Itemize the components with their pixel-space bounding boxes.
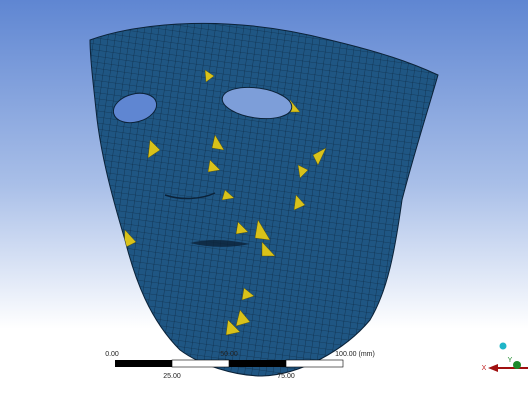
scale-label: 25.00: [163, 373, 181, 380]
scale-bar: 0.00 50.00 100.00 (mm) 25.00 75.00: [105, 351, 375, 380]
axis-triad: X Y: [482, 342, 528, 372]
scale-label: 75.00: [277, 373, 295, 380]
scale-label: 50.00: [220, 351, 238, 358]
scale-label: 0.00: [105, 351, 119, 358]
scale-label: 100.00 (mm): [335, 351, 375, 358]
face-mesh: [89, 22, 439, 377]
triad-y-label: Y: [508, 357, 513, 364]
triad-x-label: X: [482, 365, 487, 372]
